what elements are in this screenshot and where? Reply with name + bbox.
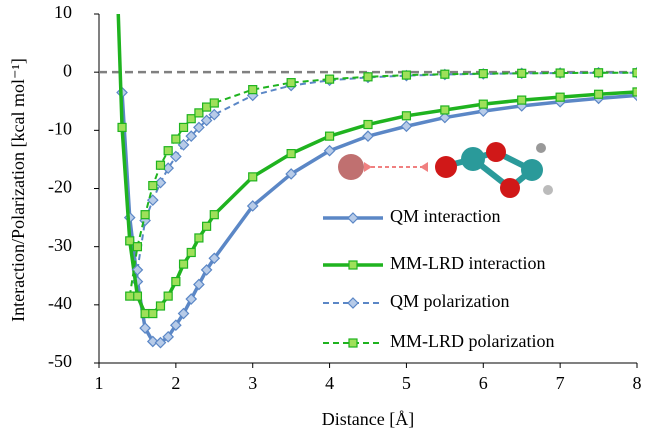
x-tick-label: 7 [556, 373, 565, 393]
data-point [518, 96, 526, 104]
legend-marker [349, 261, 357, 269]
data-point [172, 278, 180, 286]
data-point [479, 100, 487, 108]
data-point [479, 70, 487, 78]
data-point [441, 70, 449, 78]
data-point [249, 173, 257, 181]
data-point [441, 106, 449, 114]
x-tick-label: 5 [402, 373, 411, 393]
data-point [364, 121, 372, 129]
y-axis-title: Interaction/Polarization [kcal mol⁻¹] [8, 58, 28, 322]
y-tick-label: -20 [48, 177, 72, 197]
y-tick-label: -50 [48, 351, 72, 371]
data-point [156, 161, 164, 169]
data-point [141, 310, 149, 318]
data-point [203, 103, 211, 111]
legend-label: QM polarization [390, 291, 509, 311]
data-point [326, 75, 334, 83]
data-point [556, 69, 564, 77]
data-point [172, 135, 180, 143]
legend-label: MM-LRD polarization [390, 331, 554, 351]
data-point [518, 69, 526, 77]
data-point [401, 121, 411, 131]
page: {"chart_data": {"type": "line", "x_label… [0, 0, 653, 441]
data-point [195, 234, 203, 242]
x-tick-label: 2 [171, 373, 180, 393]
y-tick-label: -30 [48, 235, 72, 255]
legend-label: MM-LRD interaction [390, 253, 545, 273]
y-tick-label: 0 [63, 60, 72, 80]
data-point [249, 86, 257, 94]
x-tick-label: 3 [248, 373, 257, 393]
y-tick-label: 10 [54, 2, 72, 22]
data-point [402, 71, 410, 79]
data-point [149, 310, 157, 318]
data-point [210, 211, 218, 219]
legend-label: QM interaction [390, 206, 500, 226]
chart: Distance [Å] Interaction/Polarization [k… [0, 0, 653, 441]
data-point [164, 147, 172, 155]
data-point [187, 248, 195, 256]
data-point [633, 88, 641, 96]
x-tick-label: 6 [479, 373, 488, 393]
legend-marker [348, 213, 358, 223]
y-tick-label: -10 [48, 118, 72, 138]
data-point [633, 69, 641, 77]
data-point [195, 109, 203, 117]
data-point [203, 222, 211, 230]
data-point [180, 123, 188, 131]
data-point [595, 90, 603, 98]
data-point [364, 73, 372, 81]
y-tick-label: -40 [48, 293, 72, 313]
data-point [180, 260, 188, 268]
data-point [187, 115, 195, 123]
data-point [141, 211, 149, 219]
data-point [363, 131, 373, 141]
data-point [133, 292, 141, 300]
data-point [164, 292, 172, 300]
x-tick-label: 1 [95, 373, 104, 393]
data-point [149, 182, 157, 190]
legend-marker [348, 298, 358, 308]
molecule-illustration [338, 142, 553, 198]
data-point [287, 150, 295, 158]
data-point [126, 237, 134, 245]
data-point [126, 292, 134, 300]
x-tick-label: 8 [633, 373, 642, 393]
data-point [210, 99, 218, 107]
x-tick-label: 4 [325, 373, 334, 393]
data-point [402, 112, 410, 120]
legend-marker [349, 339, 357, 347]
x-axis-title: Distance [Å] [322, 409, 414, 429]
data-point [595, 69, 603, 77]
plot-area [110, 0, 642, 348]
data-point [556, 93, 564, 101]
data-point [156, 302, 164, 310]
data-point [326, 132, 334, 140]
data-point [118, 123, 126, 131]
data-point [133, 243, 141, 251]
data-point [287, 79, 295, 87]
